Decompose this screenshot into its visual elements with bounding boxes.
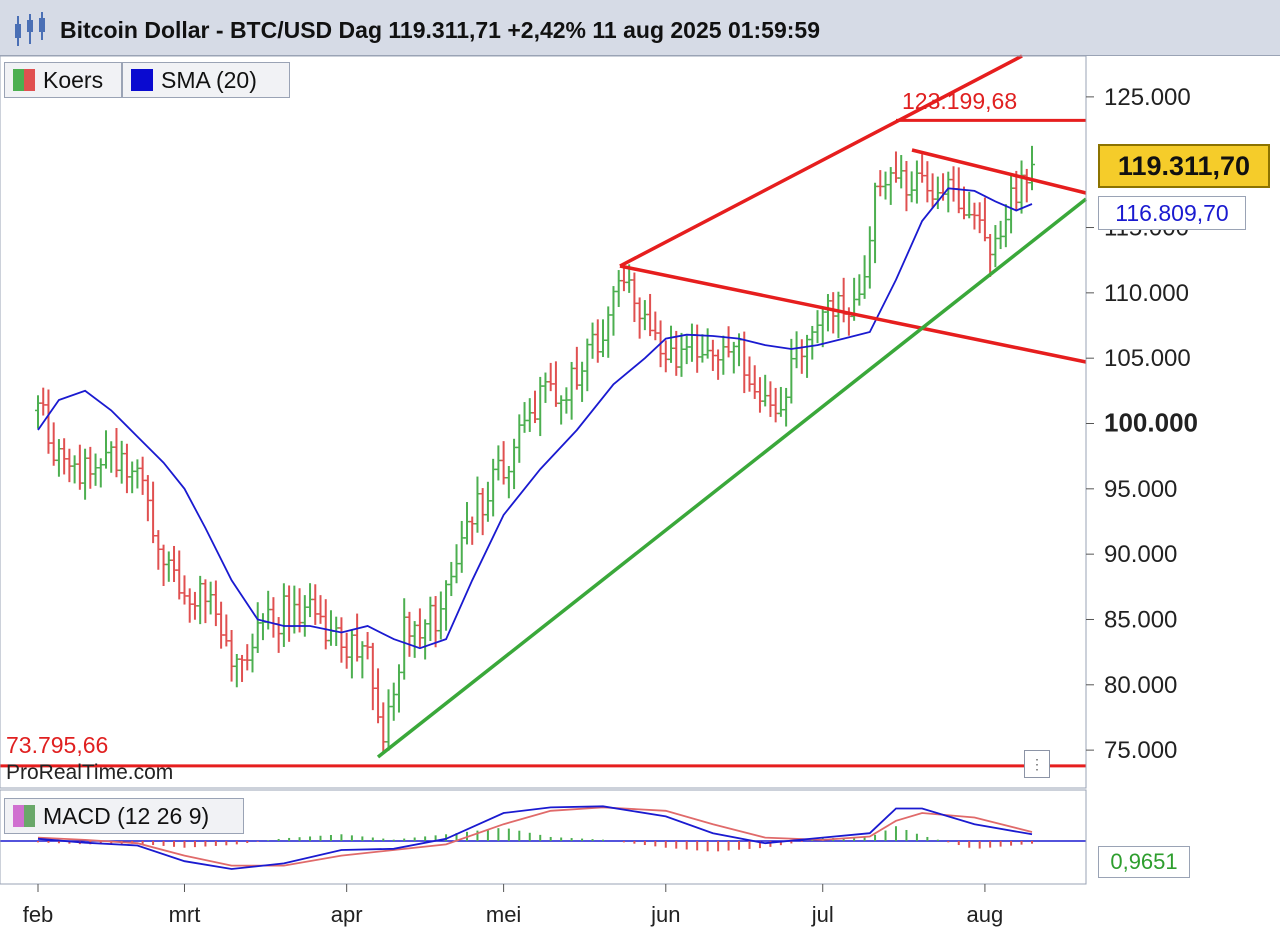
x-tick-label: mei	[486, 902, 521, 927]
y-tick-label: 125.000	[1104, 84, 1191, 111]
sma-layer	[37, 187, 1033, 650]
legend-macd-label: MACD (12 26 9)	[43, 802, 210, 829]
channel-lower-line	[619, 264, 1087, 364]
macd-layer	[0, 805, 1086, 870]
y-tick-label: 85.000	[1104, 606, 1177, 633]
koers-swatch-icon	[13, 69, 35, 91]
legend-koers[interactable]: Koers	[4, 62, 122, 98]
sma-swatch-icon	[131, 69, 153, 91]
last-price-label: 119.311,70	[1098, 144, 1270, 188]
macd-signal-line	[37, 806, 1033, 867]
high-annotation: 123.199,68	[902, 88, 1018, 114]
x-tick-label: jun	[650, 902, 680, 927]
y-tick-label: 100.000	[1104, 408, 1198, 438]
candlestick-icon	[15, 12, 45, 46]
y-tick-label: 90.000	[1104, 541, 1177, 568]
y-tick-label: 110.000	[1104, 280, 1189, 307]
legend-sma-label: SMA (20)	[161, 66, 257, 93]
legend-macd[interactable]: MACD (12 26 9)	[4, 798, 244, 834]
panel-frames	[0, 55, 1087, 885]
trendlines	[0, 54, 1088, 768]
watermark: ProRealTime.com	[6, 761, 174, 784]
chart-title: Bitcoin Dollar - BTC/USD Dag 119.311,71 …	[60, 17, 821, 43]
y-tick-label: 105.000	[1104, 345, 1191, 372]
macd-value-label: 0,9651	[1098, 846, 1190, 878]
support-trend-line	[376, 197, 1088, 759]
legend-sma[interactable]: SMA (20)	[122, 62, 290, 98]
x-tick-label: feb	[23, 902, 54, 927]
resistance-line	[911, 148, 1087, 195]
y-tick-label: 75.000	[1104, 737, 1177, 764]
y-tick-label: 80.000	[1104, 672, 1177, 699]
chart-header: Bitcoin Dollar - BTC/USD Dag 119.311,71 …	[0, 0, 1280, 56]
low-annotation: 73.795,66	[6, 732, 109, 758]
legend-koers-label: Koers	[43, 66, 104, 93]
ohlc-bar	[1029, 145, 1035, 191]
macd-panel-frame	[0, 789, 1087, 885]
macd-line	[37, 805, 1033, 870]
x-tick-label: apr	[331, 902, 363, 927]
macd-swatch-icon	[13, 805, 35, 827]
panel-resize-handle[interactable]: ⋮	[1024, 750, 1050, 778]
x-tick-label: aug	[967, 902, 1004, 927]
channel-upper-line	[619, 54, 1023, 268]
sma-price-label: 116.809,70	[1098, 196, 1246, 230]
sma-line	[37, 187, 1033, 650]
x-tick-label: jul	[811, 902, 834, 927]
y-tick-label: 95.000	[1104, 476, 1177, 503]
x-tick-label: mrt	[169, 902, 201, 927]
price-panel-frame	[0, 55, 1087, 789]
